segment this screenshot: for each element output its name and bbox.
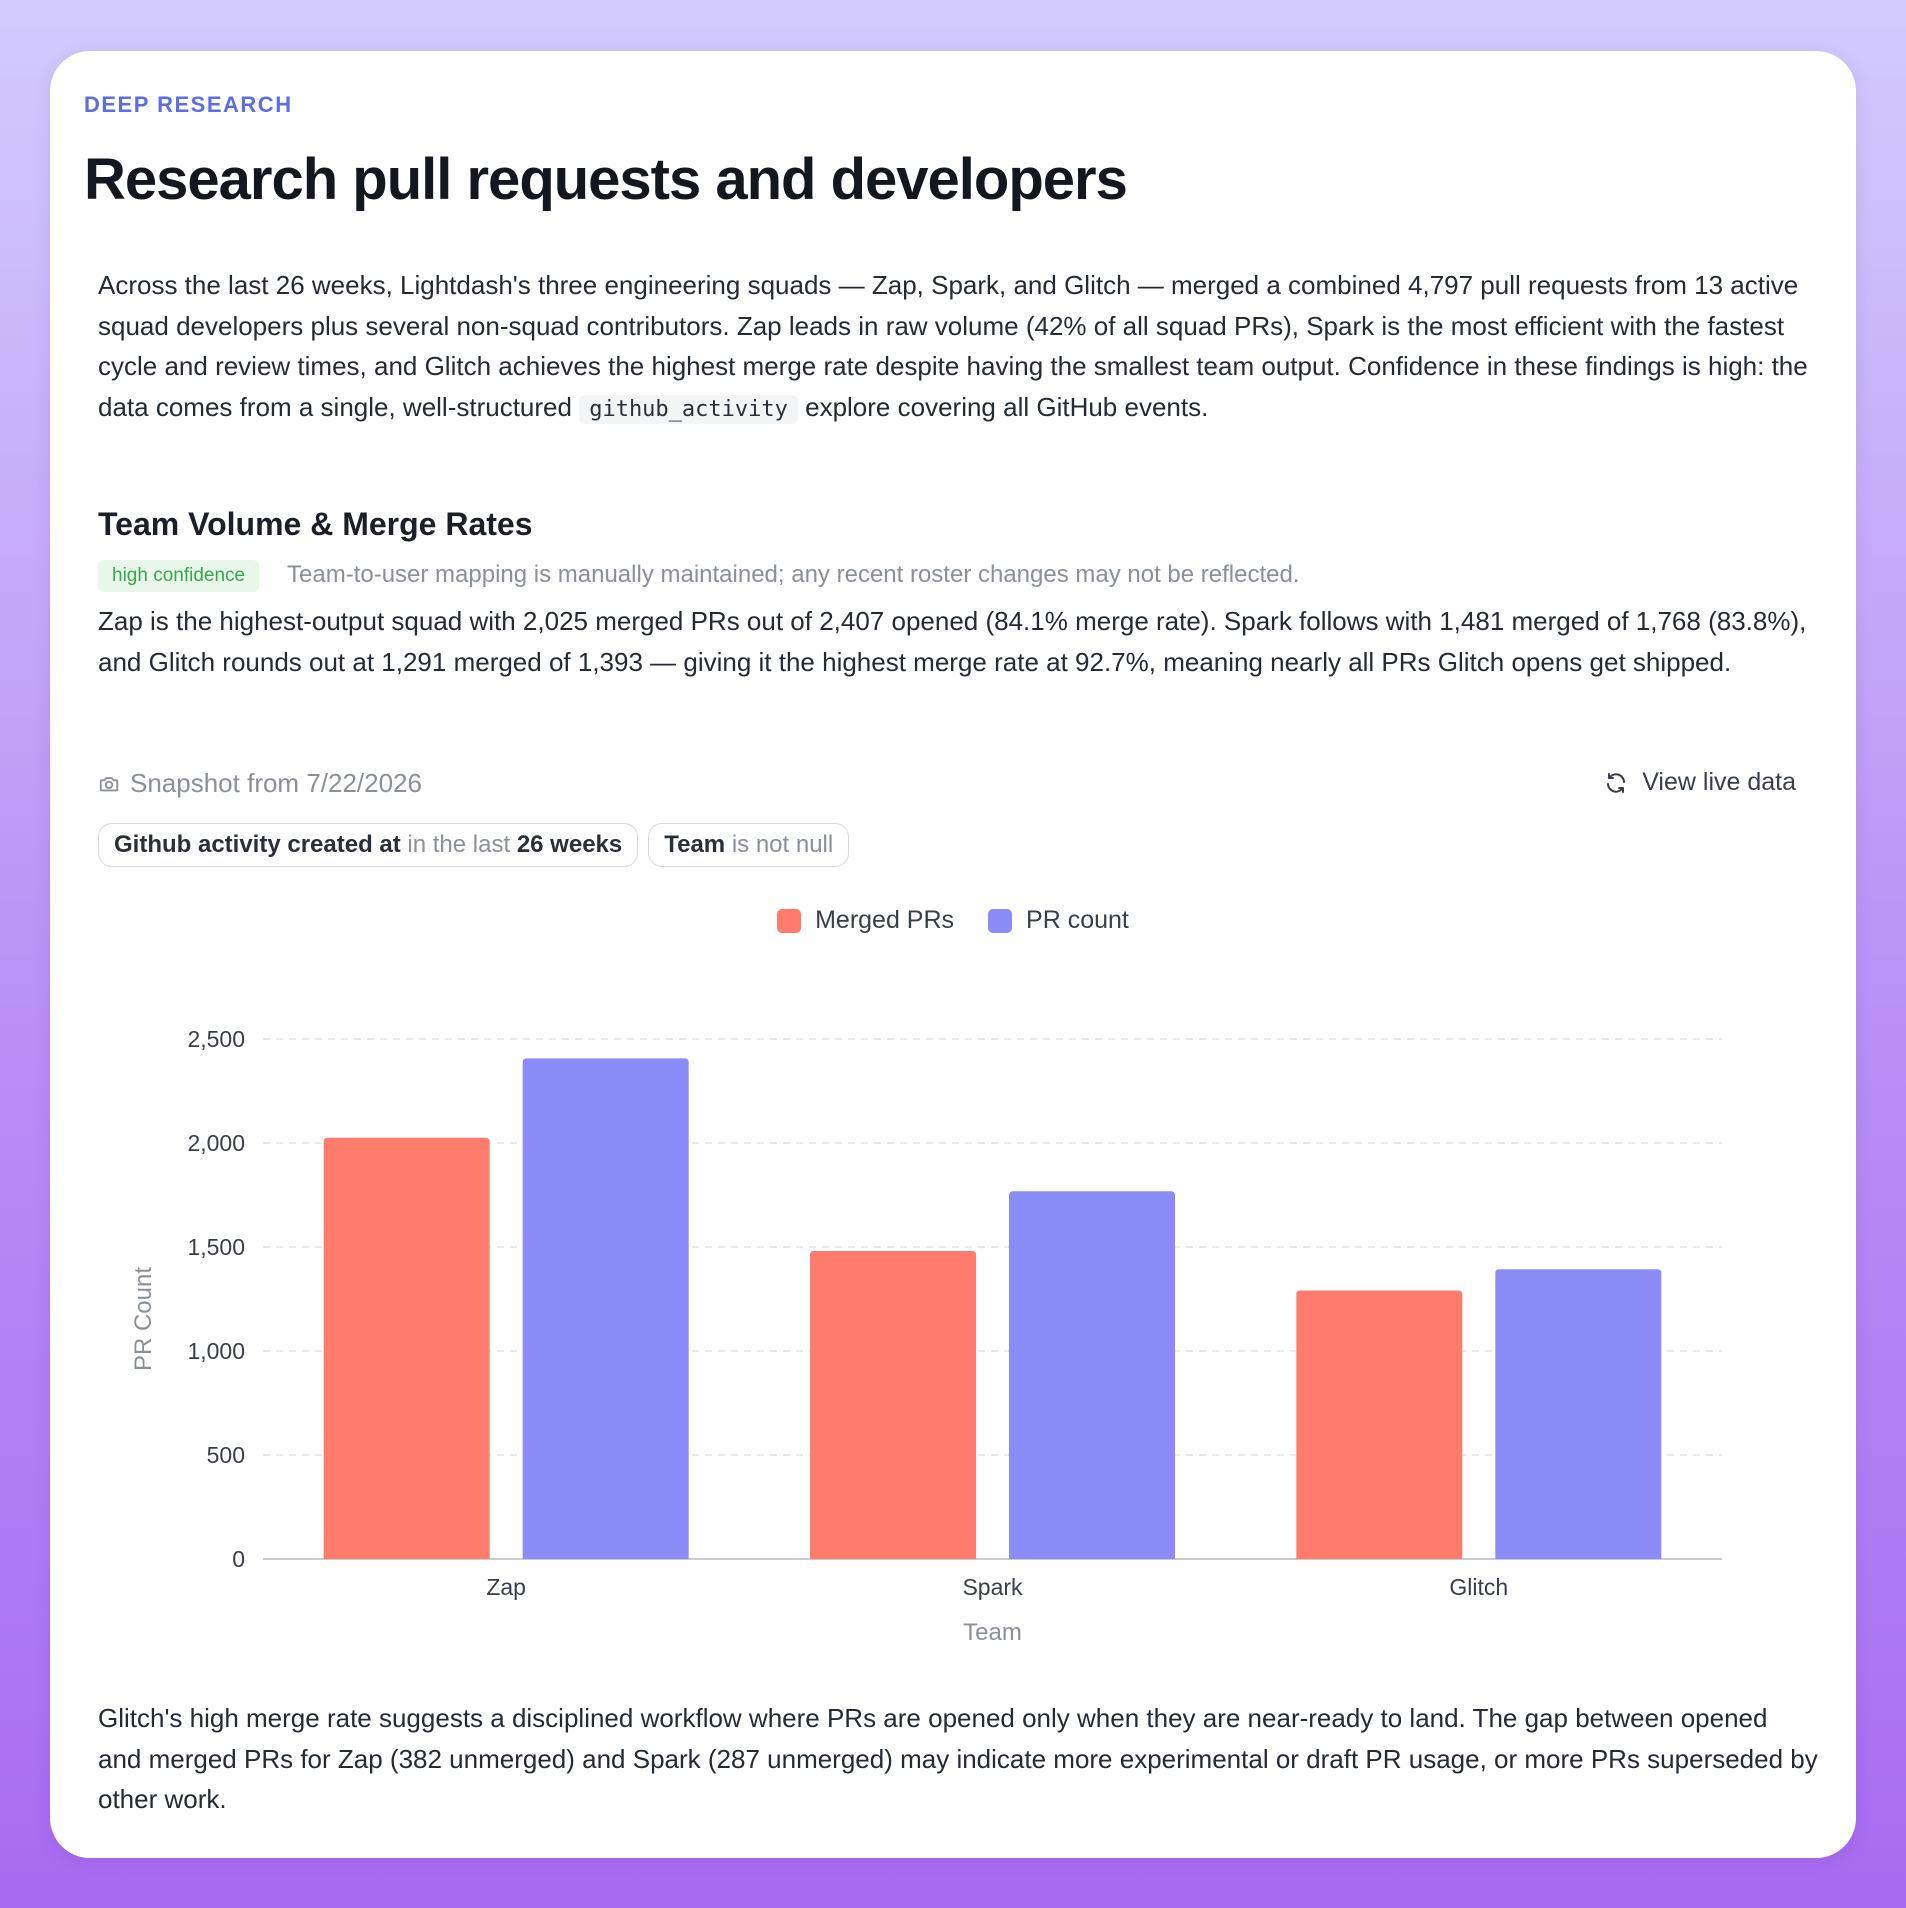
- filter-chips: Github activity created at in the last 2…: [98, 823, 850, 867]
- filter-operator: in the last: [400, 831, 517, 858]
- bar-pr-count-glitch: [1495, 1269, 1662, 1559]
- filter-chip-created-at[interactable]: Github activity created at in the last 2…: [98, 823, 639, 867]
- x-tick-label: Spark: [962, 1574, 1023, 1600]
- bar-merged-prs-zap: [323, 1137, 490, 1559]
- snapshot-label: Snapshot from 7/22/2026: [130, 768, 422, 798]
- y-tick-label: 0: [232, 1546, 245, 1572]
- snapshot-info: Snapshot from 7/22/2026: [98, 768, 422, 799]
- y-tick-label: 1,500: [187, 1234, 245, 1260]
- refresh-icon: [1607, 772, 1626, 793]
- confidence-note: Team-to-user mapping is manually maintai…: [287, 561, 1300, 588]
- view-live-data-button[interactable]: View live data: [1604, 768, 1796, 797]
- bar-chart: 0 500 1,000 1,500 2,000 2,500 Zap Spark Glitch Te…: [130, 1026, 1722, 1646]
- legend-label: Merged PRs: [815, 906, 955, 934]
- finding-text: Zap is the highest-output squad with 2,0…: [98, 606, 1807, 677]
- chart-legend: Merged PRs PR count: [0, 906, 1906, 935]
- explore-code: github_activity: [579, 394, 798, 424]
- filter-field: Github activity created at: [114, 831, 401, 858]
- y-tick-label: 2,500: [187, 1026, 245, 1052]
- view-live-data-label: View live data: [1642, 768, 1796, 796]
- page-title: Research pull requests and developers: [84, 147, 1128, 212]
- y-axis-title: PR Count: [130, 1267, 157, 1371]
- bar-pr-count-zap: [522, 1058, 689, 1559]
- intro-text: Across the last 26 weeks, Lightdash's th…: [98, 270, 1808, 422]
- intro-text-end: explore covering all GitHub events.: [797, 391, 1209, 422]
- y-tick-label: 500: [207, 1442, 245, 1468]
- bar-merged-prs-spark: [810, 1250, 976, 1559]
- intro-summary: Across the last 26 weeks, Lightdash's th…: [98, 265, 1818, 430]
- camera-icon: [99, 776, 119, 791]
- legend-item-pr-count[interactable]: PR count: [988, 906, 1129, 935]
- y-tick-label: 1,000: [187, 1338, 245, 1364]
- x-tick-label: Glitch: [1449, 1574, 1508, 1600]
- legend-swatch: [988, 908, 1013, 933]
- eyebrow-label: DEEP RESEARCH: [84, 92, 293, 117]
- filter-field: Team: [664, 831, 726, 858]
- legend-swatch: [777, 908, 802, 933]
- x-tick-label: Zap: [486, 1574, 526, 1600]
- filter-chip-team[interactable]: Team is not null: [648, 823, 850, 867]
- filter-operator: is not null: [725, 831, 834, 858]
- confidence-badge: high confidence: [98, 560, 260, 592]
- section-title: Team Volume & Merge Rates: [98, 506, 533, 542]
- x-axis-title: Team: [963, 1619, 1022, 1646]
- legend-label: PR count: [1026, 906, 1129, 934]
- y-tick-label: 2,000: [187, 1130, 245, 1156]
- bar-merged-prs-glitch: [1296, 1290, 1463, 1559]
- bar-pr-count-spark: [1009, 1191, 1175, 1559]
- closing-text: Glitch's high merge rate suggests a disc…: [98, 1703, 1818, 1814]
- filter-value: 26 weeks: [516, 831, 623, 858]
- legend-item-merged-prs[interactable]: Merged PRs: [777, 906, 954, 935]
